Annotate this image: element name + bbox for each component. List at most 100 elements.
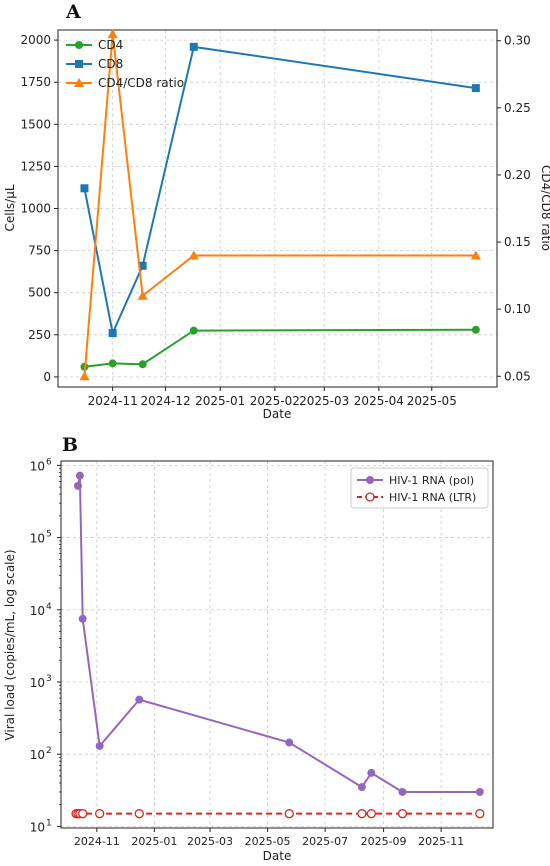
panel-a-series bbox=[79, 29, 481, 381]
panel-a-ytick-label-5: 1250 bbox=[20, 159, 51, 173]
series-cd8-point-0 bbox=[80, 184, 89, 193]
panel-a-xtick-label-5: 2025-04 bbox=[354, 394, 404, 408]
panel-b-xtick-label-1: 2025-01 bbox=[131, 835, 177, 848]
panel-a-ytick-label-3: 750 bbox=[28, 244, 51, 258]
legend-pol-label: HIV-1 RNA (pol) bbox=[389, 474, 474, 487]
legend-entry-ltr: HIV-1 RNA (LTR) bbox=[357, 491, 476, 504]
panel-a-letter: A bbox=[65, 1, 81, 23]
series-pol-point-1 bbox=[75, 471, 84, 480]
series-cd8-point-3 bbox=[189, 42, 198, 51]
panel-a-x-ticks: 2024-11 2024-12 2025-01 2025-02 2025-03 2025-… bbox=[88, 387, 457, 408]
panel-b-series bbox=[71, 471, 485, 819]
panel-a-xtick-label-0: 2024-11 bbox=[88, 394, 138, 408]
series-pol-point-3 bbox=[95, 741, 104, 750]
legend-ratio-marker bbox=[74, 78, 84, 87]
series-ltr-point-4 bbox=[95, 809, 105, 819]
panel-a-legend: CD4 CD8 CD4/CD8 ratio bbox=[66, 38, 184, 90]
series-pol-point-8 bbox=[398, 787, 407, 796]
legend-entry-pol: HIV-1 RNA (pol) bbox=[357, 474, 474, 487]
series-ratio-point-4 bbox=[470, 250, 481, 260]
series-ratio-point-1 bbox=[107, 29, 118, 39]
panel-b-legend: HIV-1 RNA (pol) HIV-1 RNA (LTR) bbox=[350, 467, 489, 509]
series-pol bbox=[73, 471, 484, 796]
legend-entry-cd4: CD4 bbox=[66, 38, 123, 52]
panel-b-xtick-label-0: 2024-11 bbox=[74, 835, 120, 848]
panel-b-xtick-label-5: 2025-09 bbox=[361, 835, 407, 848]
series-pol-point-4 bbox=[135, 695, 144, 704]
legend-ltr-label: HIV-1 RNA (LTR) bbox=[389, 491, 476, 504]
series-pol-point-9 bbox=[475, 787, 484, 796]
panel-b-ytick-exp-1: 2 bbox=[46, 746, 52, 756]
panel-a-ytick-label-8: 2000 bbox=[20, 33, 51, 47]
series-pol-point-5 bbox=[285, 738, 294, 747]
panel-a-ytick-label-7: 1750 bbox=[20, 75, 51, 89]
panel-a-x-label: Date bbox=[263, 407, 292, 421]
panel-a-xtick-label-1: 2024-12 bbox=[140, 394, 190, 408]
panel-b-plot-frame bbox=[60, 460, 494, 829]
panel-a-ytick-right-label-0: 0.05 bbox=[504, 369, 531, 383]
series-cd8 bbox=[80, 42, 480, 338]
panel-a-xtick-label-2: 2025-01 bbox=[195, 394, 245, 408]
series-ratio-point-2 bbox=[137, 290, 148, 300]
series-ltr-point-3 bbox=[78, 809, 88, 819]
panel-b-y-label: Viral load (copies/mL, log scale) bbox=[3, 549, 17, 740]
panel-b-ytick-exp-3: 4 bbox=[46, 602, 52, 612]
series-pol-point-2 bbox=[78, 614, 87, 623]
panel-a-y-label-right: CD4/CD8 ratio bbox=[539, 165, 550, 251]
series-ratio-point-3 bbox=[188, 250, 199, 260]
panel-a-ytick-right-label-4: 0.25 bbox=[504, 101, 531, 115]
panel-a-xtick-label-4: 2025-03 bbox=[299, 394, 349, 408]
series-cd8-point-2 bbox=[138, 261, 147, 270]
legend-ltr-marker bbox=[365, 492, 375, 502]
series-cd4-point-4 bbox=[471, 325, 480, 334]
panel-a-ytick-right-label-1: 0.10 bbox=[504, 302, 531, 316]
panel-a-ytick-right-label-2: 0.15 bbox=[504, 235, 531, 249]
panel-b-xtick-label-2: 2025-03 bbox=[187, 835, 233, 848]
panel-a-ytick-right-label-5: 0.30 bbox=[504, 34, 531, 48]
legend-cd8-label: CD8 bbox=[98, 57, 123, 71]
legend-entry-ratio: CD4/CD8 ratio bbox=[66, 76, 184, 90]
panel-b-ytick-base-1: 10 bbox=[30, 748, 45, 762]
series-cd8-point-4 bbox=[471, 84, 480, 93]
panel-b-ytick-base-0: 10 bbox=[30, 820, 45, 834]
series-ltr-point-7 bbox=[357, 809, 367, 819]
panel-b-x-ticks: 2024-11 2025-01 2025-03 2025-05 2025-07 2025-… bbox=[74, 828, 464, 848]
series-cd4-point-3 bbox=[189, 326, 198, 335]
panel-a-xtick-label-3: 2025-02 bbox=[250, 394, 300, 408]
series-cd4-point-1 bbox=[108, 359, 117, 368]
series-cd8-point-1 bbox=[108, 329, 117, 338]
panel-a: A 0 250 500 750 1000 1250 1500 1750 2000 0.05 0.1… bbox=[3, 1, 550, 421]
panel-a-ytick-label-2: 500 bbox=[28, 286, 51, 300]
panel-a-ytick-label-6: 1500 bbox=[20, 117, 51, 131]
series-pol-point-6 bbox=[357, 783, 366, 792]
panel-a-xtick-label-6: 2025-05 bbox=[407, 394, 457, 408]
legend-ratio-label: CD4/CD8 ratio bbox=[98, 76, 184, 90]
panel-b-grid bbox=[61, 461, 493, 828]
panel-b-xtick-label-3: 2025-05 bbox=[245, 835, 291, 848]
series-ratio-point-0 bbox=[79, 371, 90, 381]
series-pol-line bbox=[76, 475, 480, 793]
panel-b-legend-box bbox=[350, 467, 489, 509]
panel-b-ytick-base-3: 10 bbox=[30, 604, 45, 618]
panel-b-letter: B bbox=[62, 434, 78, 456]
series-cd4 bbox=[80, 325, 480, 371]
panel-b-xtick-label-4: 2025-07 bbox=[302, 835, 348, 848]
legend-cd4-marker bbox=[75, 41, 83, 49]
series-ltr-point-10 bbox=[475, 809, 485, 819]
legend-entry-cd8: CD8 bbox=[66, 57, 123, 71]
legend-cd4-label: CD4 bbox=[98, 38, 123, 52]
legend-cd8-marker bbox=[75, 60, 83, 68]
series-ratio bbox=[79, 29, 481, 381]
panel-b-x-label: Date bbox=[263, 849, 292, 863]
series-ltr bbox=[71, 809, 485, 819]
panel-a-ytick-label-0: 0 bbox=[43, 370, 51, 384]
series-ltr-point-9 bbox=[397, 809, 408, 819]
series-ltr-point-6 bbox=[284, 809, 294, 819]
panel-b-ytick-exp-0: 1 bbox=[46, 818, 52, 828]
panel-a-y-label: Cells/μL bbox=[3, 184, 17, 231]
series-ltr-point-5 bbox=[134, 809, 144, 819]
panel-b-xtick-label-6: 2025-11 bbox=[418, 835, 464, 848]
panel-a-y-ticks: 0 250 500 750 1000 1250 1500 1750 2000 bbox=[20, 33, 58, 384]
